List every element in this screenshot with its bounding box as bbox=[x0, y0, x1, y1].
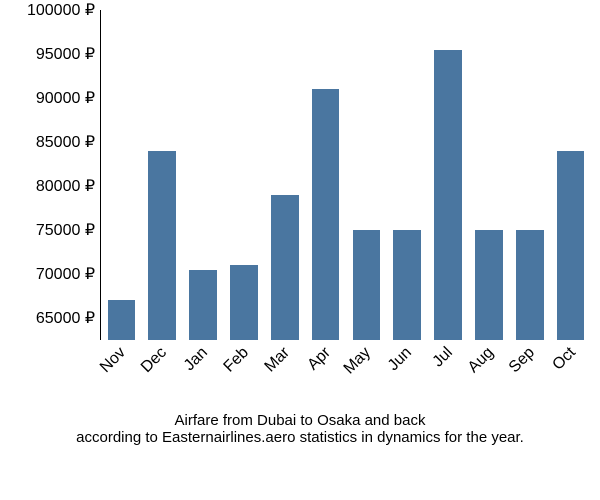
y-axis-label: 85000 ₽ bbox=[36, 132, 101, 152]
y-axis-label: 70000 ₽ bbox=[36, 264, 101, 284]
chart-caption: Airfare from Dubai to Osaka and backacco… bbox=[0, 412, 600, 446]
y-axis-label: 100000 ₽ bbox=[27, 0, 101, 20]
plot-area: 65000 ₽70000 ₽75000 ₽80000 ₽85000 ₽90000… bbox=[100, 10, 591, 340]
caption-line-2: according to Easternairlines.aero statis… bbox=[76, 429, 524, 446]
bar bbox=[475, 230, 503, 340]
bar bbox=[557, 151, 585, 340]
y-axis-label: 90000 ₽ bbox=[36, 88, 101, 108]
bar bbox=[312, 89, 340, 340]
y-axis-label: 65000 ₽ bbox=[36, 308, 101, 328]
y-axis-label: 80000 ₽ bbox=[36, 176, 101, 196]
bar bbox=[434, 50, 462, 340]
y-axis-label: 75000 ₽ bbox=[36, 220, 101, 240]
bar bbox=[353, 230, 381, 340]
caption-line-1: Airfare from Dubai to Osaka and back bbox=[175, 412, 426, 429]
bar bbox=[516, 230, 544, 340]
bar bbox=[271, 195, 299, 340]
y-axis-label: 95000 ₽ bbox=[36, 44, 101, 64]
airfare-bar-chart: 65000 ₽ 70000 ₽ 75000 ₽ 80000 ₽ 85000 ₽ 90000… bbox=[0, 0, 600, 500]
bar bbox=[393, 230, 421, 340]
bar bbox=[148, 151, 176, 340]
